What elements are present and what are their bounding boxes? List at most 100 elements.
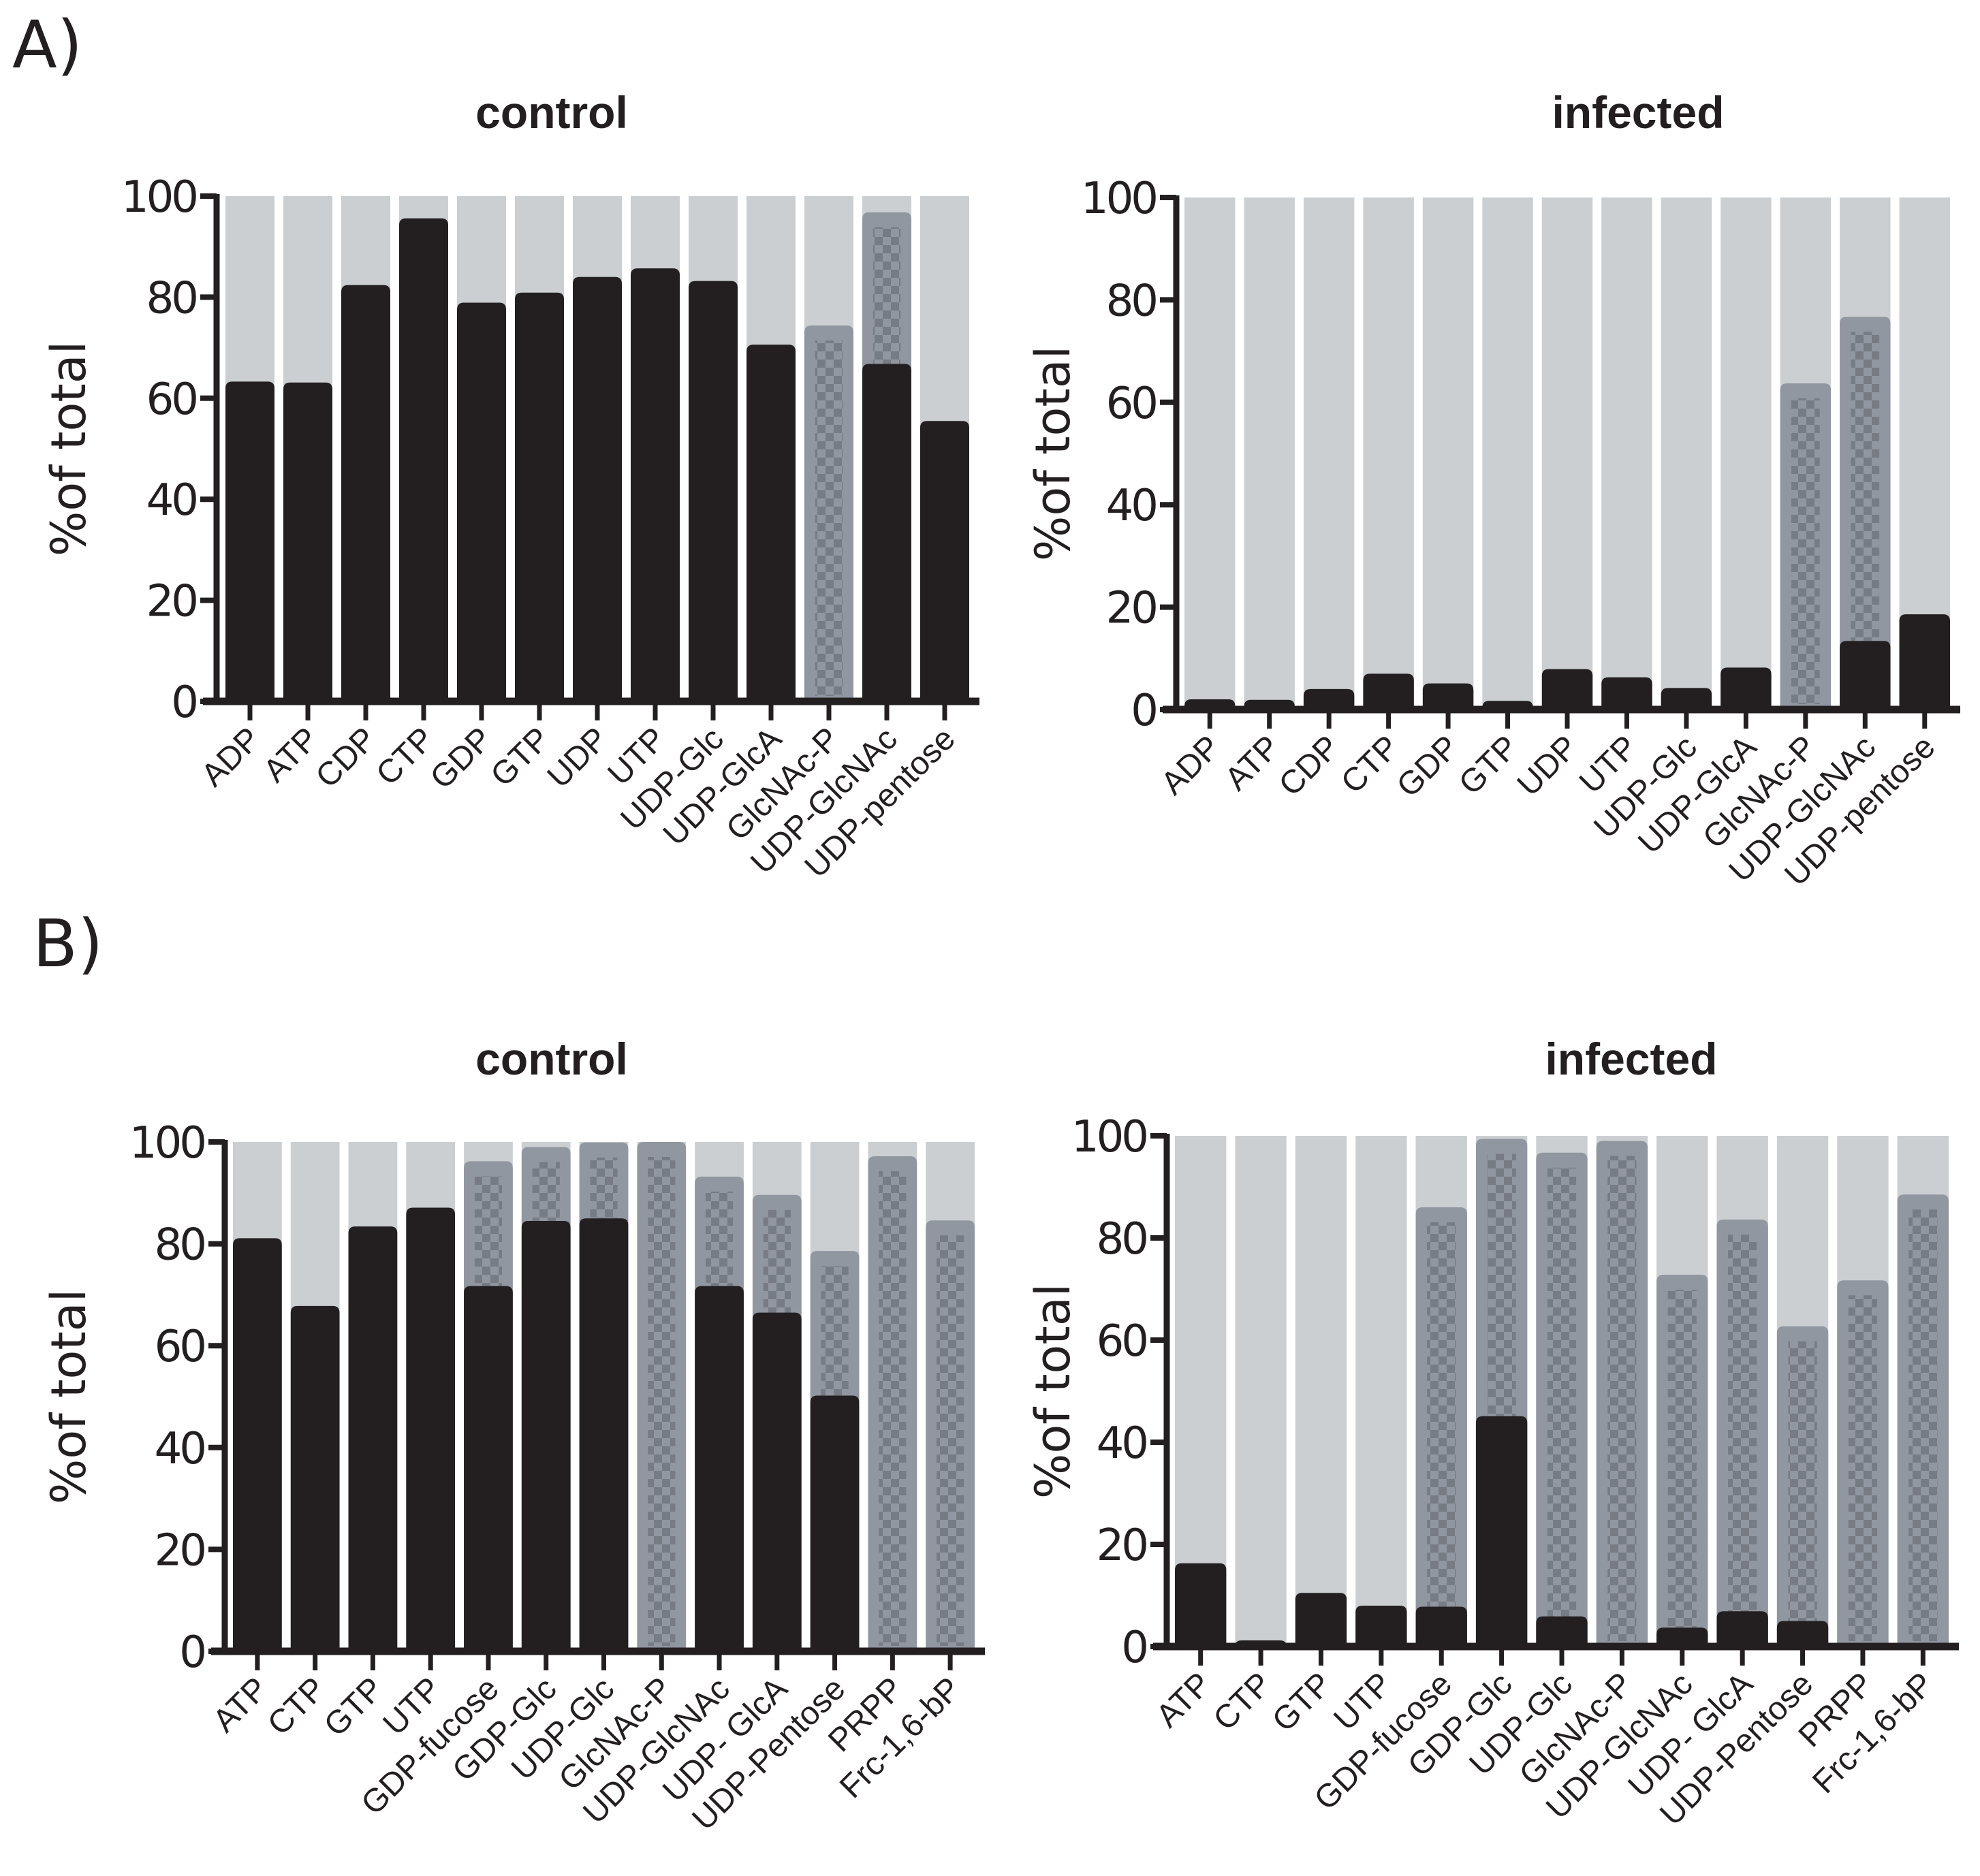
y-tick-label: 60: [146, 375, 197, 425]
bar-group-cdp: [341, 196, 390, 701]
bar-solid: [464, 1286, 513, 1651]
bar-solid: [1536, 1616, 1588, 1647]
y-tick-label: 20: [146, 577, 197, 627]
bar-solid: [1541, 669, 1593, 710]
bar-solid: [457, 302, 506, 701]
bar-group-utp: [406, 1142, 456, 1651]
bar-solid: [573, 276, 622, 702]
bar-group-gtp: [1482, 197, 1533, 710]
bar-patterned-checker: [815, 340, 843, 696]
bar-total: [1482, 197, 1533, 710]
bar-patterned-checker: [1607, 1156, 1637, 1641]
bar-group-udp-glcnac: [695, 1142, 744, 1651]
bar-group-udp-glcnac: [862, 196, 911, 701]
panel-label-b: B): [33, 906, 104, 982]
bar-group-glcnac-p: [1780, 197, 1832, 710]
y-tick-label: 20: [1106, 584, 1157, 634]
bar-solid: [348, 1226, 398, 1651]
bar-group-ctp: [290, 1142, 340, 1651]
bar-total: [1355, 1136, 1407, 1647]
bar-group-udp: [573, 196, 622, 702]
bar-group-udp-pentose: [810, 1142, 860, 1651]
bar-solid: [1720, 667, 1772, 710]
bar-group-glcnac-p: [804, 196, 853, 701]
bar-group-ctp: [399, 196, 448, 701]
y-tick-label: 80: [1097, 1214, 1147, 1265]
bar-solid: [515, 292, 564, 701]
bar-solid: [862, 364, 911, 701]
bar-solid: [406, 1207, 456, 1651]
bar-patterned-checker: [1908, 1209, 1938, 1641]
bar-group-atp: [283, 196, 332, 701]
x-tick-label: CTP: [1206, 1666, 1278, 1737]
bar-group-udp-glc: [1536, 1136, 1588, 1647]
bar-total: [1184, 197, 1236, 710]
bar-solid: [1415, 1606, 1467, 1647]
bar-solid: [1661, 688, 1712, 710]
bar-group-udp-glcnac: [1656, 1136, 1708, 1647]
bar-group-udp-pentose: [920, 196, 969, 701]
bar-solid: [521, 1220, 571, 1651]
bar-group-udp-glc: [579, 1142, 629, 1651]
bar-patterned-checker: [648, 1157, 676, 1646]
bar-total: [1422, 197, 1474, 710]
bar-group-udp-glc: [689, 196, 738, 701]
y-axis-label: %of total: [41, 341, 97, 556]
bar-patterned-checker: [1848, 1295, 1878, 1641]
bar-solid: [1899, 614, 1950, 710]
bar-solid: [689, 281, 738, 701]
bar-patterned-checker: [1547, 1167, 1577, 1641]
bar-group-udp-glca: [747, 196, 796, 701]
bar-group-atp: [233, 1142, 282, 1651]
bar-solid: [225, 381, 274, 701]
bar-group-gdp-glc: [521, 1142, 571, 1651]
bar-solid: [399, 218, 448, 701]
y-tick-label: 100: [129, 1118, 204, 1168]
y-tick-label: 0: [1121, 1623, 1146, 1673]
bar-solid: [1175, 1563, 1227, 1647]
bar-total: [1541, 197, 1593, 710]
chart-title: infected: [1545, 1034, 1717, 1084]
chart-title: control: [475, 87, 628, 138]
y-tick-label: 80: [1106, 276, 1157, 326]
bar-total: [1235, 1136, 1287, 1647]
y-axis-label: %of total: [1025, 1284, 1081, 1499]
y-tick-label: 40: [1097, 1418, 1147, 1469]
bar-total: [1720, 197, 1772, 710]
y-tick-label: 60: [155, 1322, 205, 1372]
bar-group-cdp: [1303, 197, 1355, 710]
bar-solid: [1422, 683, 1474, 710]
bar-solid: [233, 1238, 282, 1651]
y-tick-label: 40: [146, 475, 197, 526]
y-tick-label: 100: [1071, 1112, 1146, 1162]
bar-group-gtp: [1295, 1136, 1347, 1647]
bar-group-gdp-fucose: [1415, 1136, 1467, 1647]
bar-patterned-checker: [1788, 1341, 1817, 1641]
bar-group-utp: [1355, 1136, 1407, 1647]
bar-patterned-checker: [937, 1235, 964, 1646]
bar-solid: [1716, 1611, 1768, 1647]
bar-solid: [1840, 641, 1891, 710]
bar-group-udp-glca: [1716, 1136, 1768, 1647]
bar-total: [1363, 197, 1414, 710]
bar-solid: [1601, 677, 1652, 710]
y-tick-label: 80: [155, 1220, 205, 1271]
y-axis-label: %of total: [1025, 346, 1081, 561]
bar-total: [1244, 197, 1295, 710]
bar-group-udp-pentose: [1776, 1136, 1829, 1647]
bar-group-udp: [1541, 197, 1593, 710]
bar-group-adp: [225, 196, 274, 701]
bar-group-utp: [1601, 197, 1652, 710]
y-tick-label: 20: [1097, 1521, 1147, 1571]
bar-group-prpp: [868, 1142, 917, 1651]
bar-group-udp-glc: [1661, 197, 1712, 710]
bar-patterned-checker: [879, 1171, 907, 1646]
bar-solid: [752, 1312, 802, 1651]
bar-group-frc-1-6-bp: [1897, 1136, 1949, 1647]
bar-group-prpp: [1837, 1136, 1889, 1647]
bar-group-udp-pentose: [1899, 197, 1950, 710]
y-tick-label: 100: [1081, 174, 1156, 224]
x-tick-label: GTP: [1266, 1666, 1338, 1738]
y-tick-label: 40: [1106, 481, 1157, 531]
